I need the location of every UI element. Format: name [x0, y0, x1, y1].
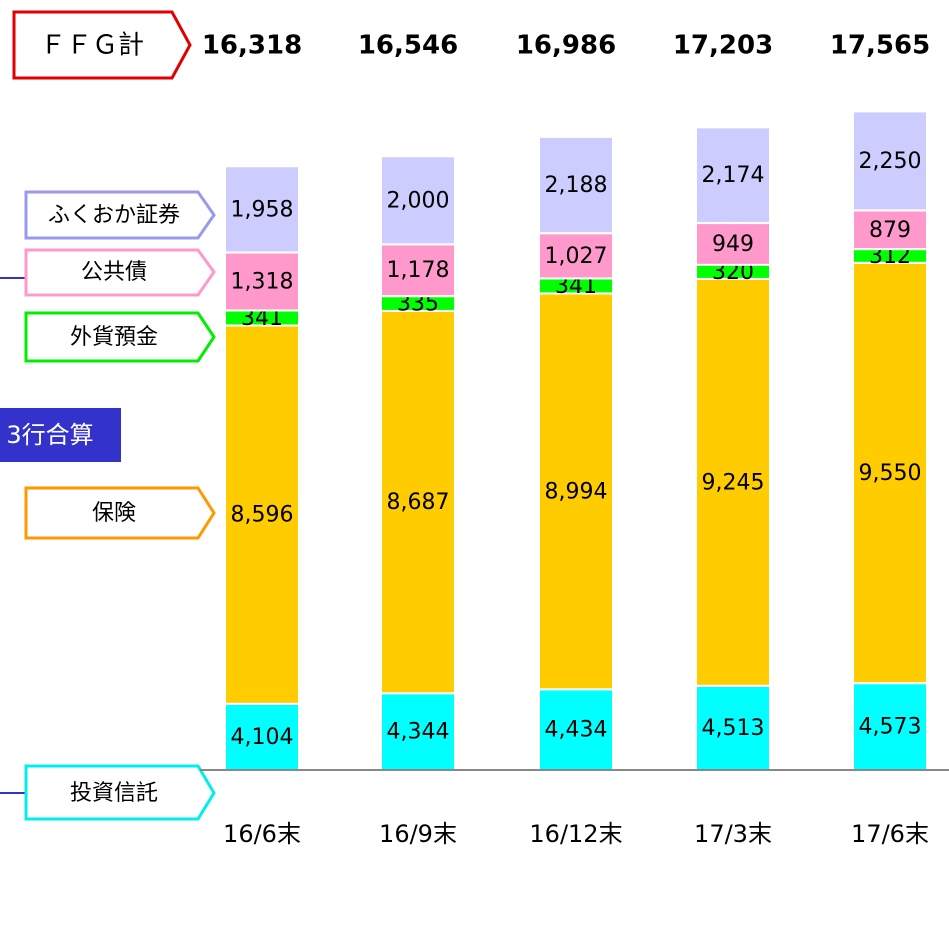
data-label: 9,550	[859, 461, 922, 486]
data-label: 4,573	[859, 715, 922, 740]
plot: 4,1048,5963411,3181,95816/6末16,3184,3448…	[202, 31, 930, 849]
bar-segment	[852, 110, 928, 212]
total-label: 16,546	[358, 31, 458, 61]
x-tick-label: 17/3末	[694, 820, 772, 848]
bar-segment	[852, 682, 928, 772]
total-label: 16,986	[516, 31, 616, 61]
total-title: ＦＦＧ計	[40, 31, 144, 61]
data-label: 8,994	[545, 479, 608, 504]
data-label: 1,318	[231, 269, 294, 294]
bar-segment	[538, 292, 614, 691]
data-label: 2,174	[702, 163, 765, 188]
x-tick-label: 17/6末	[851, 820, 929, 848]
data-label: 879	[869, 218, 911, 243]
total-label: 17,203	[673, 31, 773, 61]
data-label: 4,344	[387, 720, 450, 745]
legend-label: 保険	[92, 501, 136, 526]
bar-segment	[695, 277, 771, 687]
bar-segment	[224, 251, 300, 312]
bar-segment	[380, 155, 456, 246]
data-label: 1,178	[387, 258, 450, 283]
bar-segment	[380, 692, 456, 771]
data-label: 9,245	[702, 470, 765, 495]
data-label: 2,250	[859, 149, 922, 174]
data-label: 1,958	[231, 197, 294, 222]
legend-callout	[24, 486, 216, 540]
data-label: 4,104	[231, 725, 294, 750]
legend-label: 投資信託	[70, 781, 158, 806]
bar-segment	[538, 135, 614, 235]
legend-label: 公共債	[81, 260, 147, 285]
legend-callout	[24, 311, 216, 363]
x-tick-label: 16/12末	[529, 820, 622, 848]
total-callout	[12, 10, 192, 80]
data-label: 1,027	[545, 244, 608, 269]
subtitle-box	[0, 408, 121, 462]
bar-segment	[538, 232, 614, 280]
bar-segment	[380, 243, 456, 298]
bar-segment	[538, 688, 614, 771]
legend-callout	[24, 190, 216, 240]
bar-segment	[224, 165, 300, 254]
bar-segment	[852, 209, 928, 251]
bar-segment	[224, 324, 300, 705]
x-tick-label: 16/6末	[223, 820, 301, 848]
bar-segment	[695, 126, 771, 225]
legend-callout	[24, 248, 216, 297]
legend-label: ふくおか証券	[48, 203, 180, 228]
data-label: 2,188	[545, 173, 608, 198]
total-label: 17,565	[830, 31, 930, 61]
data-label: 4,434	[545, 718, 608, 743]
data-label: 8,687	[387, 490, 450, 515]
bar-segment	[380, 309, 456, 695]
legend-callout	[24, 764, 216, 821]
subtitle: 3行合算	[6, 421, 93, 449]
x-tick-label: 16/9末	[379, 820, 457, 848]
data-label: 2,000	[387, 188, 450, 213]
data-label: 4,513	[702, 716, 765, 741]
legend-label: 外貨預金	[70, 325, 158, 350]
total-label: 16,318	[202, 31, 302, 61]
data-label: 949	[712, 232, 754, 257]
data-label: 8,596	[231, 503, 294, 528]
